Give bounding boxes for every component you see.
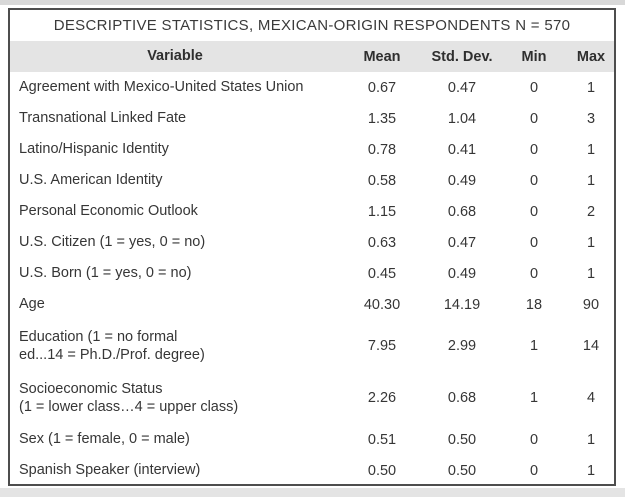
min-cell: 0: [529, 172, 539, 189]
max-cell: 1: [586, 234, 596, 251]
column-header-variable: Variable: [147, 48, 203, 65]
table-header-row: Variable Mean Std. Dev. Min Max: [10, 41, 614, 72]
table-title: DESCRIPTIVE STATISTICS, MEXICAN-ORIGIN R…: [53, 17, 571, 34]
max-cell: 90: [582, 296, 600, 313]
std-dev-cell: 0.49: [447, 265, 477, 282]
mean-cell: 1.35: [367, 110, 397, 127]
column-header-max: Max: [576, 48, 606, 65]
max-cell: 3: [586, 110, 596, 127]
table-row: Sex (1 = female, 0 = male) 0.51 0.50 0 1: [10, 424, 614, 455]
mean-cell: 40.30: [363, 296, 401, 313]
variable-cell: Latino/Hispanic Identity: [19, 141, 169, 158]
mean-cell: 0.51: [367, 431, 397, 448]
mean-cell: 0.78: [367, 141, 397, 158]
std-dev-cell: 2.99: [447, 338, 477, 354]
min-cell: 0: [529, 110, 539, 127]
std-dev-cell: 0.50: [447, 462, 477, 479]
std-dev-cell: 0.49: [447, 172, 477, 189]
table-row: Education (1 = no formal ed...14 = Ph.D.…: [10, 320, 614, 372]
variable-cell: Spanish Speaker (interview): [19, 462, 201, 479]
mean-cell: 2.26: [367, 390, 397, 406]
min-cell: 0: [529, 79, 539, 96]
table-row: Socioeconomic Status (1 = lower class…4 …: [10, 372, 614, 424]
column-header-std-dev: Std. Dev.: [431, 48, 493, 65]
min-cell: 0: [529, 431, 539, 448]
max-cell: 14: [582, 338, 600, 354]
mean-cell: 7.95: [367, 338, 397, 354]
std-dev-cell: 0.41: [447, 141, 477, 158]
table-row: Latino/Hispanic Identity 0.78 0.41 0 1: [10, 134, 614, 165]
min-cell: 1: [529, 338, 539, 354]
max-cell: 1: [586, 141, 596, 158]
table-row: U.S. American Identity 0.58 0.49 0 1: [10, 165, 614, 196]
std-dev-cell: 0.68: [447, 203, 477, 220]
max-cell: 1: [586, 79, 596, 96]
min-cell: 0: [529, 462, 539, 479]
std-dev-cell: 0.50: [447, 431, 477, 448]
table-row: Spanish Speaker (interview) 0.50 0.50 0 …: [10, 455, 614, 486]
mean-cell: 0.63: [367, 234, 397, 251]
column-header-min: Min: [521, 48, 547, 65]
mean-cell: 0.67: [367, 79, 397, 96]
table-row: U.S. Born (1 = yes, 0 = no) 0.45 0.49 0 …: [10, 258, 614, 289]
variable-cell: Agreement with Mexico-United States Unio…: [19, 79, 304, 96]
max-cell: 1: [586, 462, 596, 479]
max-cell: 2: [586, 203, 596, 220]
min-cell: 0: [529, 234, 539, 251]
mean-cell: 0.50: [367, 462, 397, 479]
table-row: U.S. Citizen (1 = yes, 0 = no) 0.63 0.47…: [10, 227, 614, 258]
variable-cell: Education (1 = no formal ed...14 = Ph.D.…: [19, 328, 205, 363]
scan-artifact-bottom: [0, 488, 625, 497]
table-row: Personal Economic Outlook 1.15 0.68 0 2: [10, 196, 614, 227]
min-cell: 1: [529, 390, 539, 406]
mean-cell: 1.15: [367, 203, 397, 220]
column-header-mean: Mean: [363, 48, 401, 65]
min-cell: 0: [529, 265, 539, 282]
max-cell: 4: [586, 390, 596, 406]
descriptive-statistics-table: DESCRIPTIVE STATISTICS, MEXICAN-ORIGIN R…: [8, 8, 616, 486]
variable-cell: Socioeconomic Status (1 = lower class…4 …: [19, 380, 239, 415]
variable-cell: U.S. Born (1 = yes, 0 = no): [19, 265, 192, 282]
max-cell: 1: [586, 265, 596, 282]
table-row: Agreement with Mexico-United States Unio…: [10, 72, 614, 103]
std-dev-cell: 14.19: [443, 296, 481, 313]
variable-cell: Sex (1 = female, 0 = male): [19, 431, 190, 448]
std-dev-cell: 0.47: [447, 234, 477, 251]
std-dev-cell: 0.68: [447, 390, 477, 406]
max-cell: 1: [586, 172, 596, 189]
mean-cell: 0.58: [367, 172, 397, 189]
min-cell: 0: [529, 141, 539, 158]
std-dev-cell: 1.04: [447, 110, 477, 127]
min-cell: 18: [525, 296, 543, 313]
variable-cell: Personal Economic Outlook: [19, 203, 198, 220]
max-cell: 1: [586, 431, 596, 448]
mean-cell: 0.45: [367, 265, 397, 282]
table-row: Age 40.30 14.19 18 90: [10, 289, 614, 320]
variable-cell: Age: [19, 296, 45, 313]
variable-cell: Transnational Linked Fate: [19, 110, 187, 127]
table-row: Transnational Linked Fate 1.35 1.04 0 3: [10, 103, 614, 134]
scan-artifact-top: [0, 0, 625, 5]
variable-cell: U.S. Citizen (1 = yes, 0 = no): [19, 234, 206, 251]
table-body: Agreement with Mexico-United States Unio…: [10, 72, 614, 486]
min-cell: 0: [529, 203, 539, 220]
std-dev-cell: 0.47: [447, 79, 477, 96]
variable-cell: U.S. American Identity: [19, 172, 163, 189]
